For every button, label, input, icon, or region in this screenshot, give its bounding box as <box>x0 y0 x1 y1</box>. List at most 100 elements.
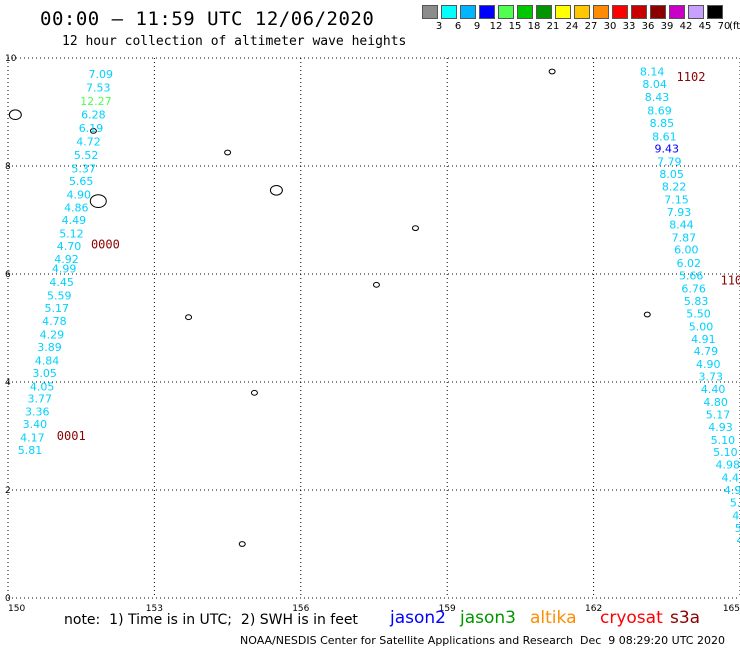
swh-data-point: 5.37 <box>71 163 96 176</box>
color-scale-label: 27 <box>584 21 598 32</box>
swh-data-point: 4.05 <box>30 380 55 393</box>
satellite-cryosat: cryosat <box>600 608 663 628</box>
swh-data-point: 4.90 <box>67 189 92 202</box>
swh-data-point: 4.86 <box>64 202 89 215</box>
satellite-altika: altika <box>530 608 577 628</box>
y-tick-label: 0 <box>5 594 11 604</box>
satellite-s3a: s3a <box>670 608 701 628</box>
swh-data-point: 8.14 <box>640 66 665 79</box>
color-scale-label: 6 <box>454 21 462 32</box>
color-swatch <box>536 5 552 19</box>
color-scale-label: 45 <box>698 21 712 32</box>
x-tick-label: 162 <box>585 604 602 614</box>
swh-data-point: 7.53 <box>86 82 111 95</box>
swh-data-point: 5.10 <box>711 434 736 447</box>
swh-data-point: 5.12 <box>59 228 84 241</box>
swh-data-point: 4.80 <box>703 396 728 409</box>
island-outline <box>411 225 419 232</box>
x-tick-label: 156 <box>292 604 309 614</box>
color-scale-label: 30 <box>603 21 617 32</box>
swh-data-point: 8.04 <box>642 78 667 91</box>
swh-data-point: 3.77 <box>27 393 52 406</box>
color-scale-label: 42 <box>679 21 693 32</box>
swh-data-point: 5.00 <box>689 320 714 333</box>
color-swatch <box>593 5 609 19</box>
color-swatch <box>422 5 438 19</box>
swh-data-point: 7.09 <box>88 68 113 81</box>
swh-data-point: 5.52 <box>74 149 99 162</box>
swh-data-point: 6.00 <box>674 244 699 257</box>
track-time-label: 1103 <box>720 273 740 287</box>
color-scale-label: 70 <box>717 21 731 32</box>
color-swatch <box>631 5 647 19</box>
swh-data-point: 3.73 <box>698 371 723 384</box>
track-time-label: 0000 <box>91 237 120 251</box>
swh-data-point: 8.43 <box>645 91 670 104</box>
color-scale-label: 12 <box>489 21 503 32</box>
y-tick-label: 8 <box>5 162 11 172</box>
color-swatch <box>650 5 666 19</box>
x-tick-label: 159 <box>439 604 456 614</box>
island-outline <box>372 281 380 288</box>
swh-data-point: 3.89 <box>37 341 62 354</box>
swh-data-point: 4.72 <box>76 136 101 149</box>
island-outline <box>250 389 258 396</box>
satellite-jason2: jason2 <box>390 608 446 628</box>
x-tick-label: 150 <box>8 604 25 614</box>
color-swatch <box>441 5 457 19</box>
y-tick-label: 4 <box>5 378 11 388</box>
swh-data-point: 6.02 <box>677 257 702 270</box>
swh-data-point: 6.19 <box>79 122 104 135</box>
color-scale-label: 15 <box>508 21 522 32</box>
y-tick-label: 10 <box>5 54 17 64</box>
swh-data-point: 6.76 <box>681 283 706 296</box>
swh-data-point: 4.45 <box>49 276 74 289</box>
swh-data-point: 7.79 <box>657 156 682 169</box>
swh-data-point: 5.10 <box>713 446 738 459</box>
swh-data-point: 4.49 <box>62 214 87 227</box>
swh-data-point: 4.70 <box>57 240 82 253</box>
swh-data-point: 5.66 <box>679 270 704 283</box>
swh-data-point: 4.84 <box>35 354 60 367</box>
swh-data-point: 5.17 <box>706 408 731 421</box>
page-subtitle: 12 hour collection of altimeter wave hei… <box>62 34 407 49</box>
credit-text: NOAA/NESDIS Center for Satellite Applica… <box>240 634 574 647</box>
swh-data-point: 7.15 <box>664 193 689 206</box>
swh-data-point: 4 <box>737 534 740 547</box>
swh-data-point: 3.36 <box>25 406 50 419</box>
swh-data-point: 8.22 <box>662 181 687 194</box>
swh-data-point: 5. <box>730 496 740 509</box>
swh-data-point: 4.78 <box>42 315 67 328</box>
color-scale-label: 18 <box>527 21 541 32</box>
island-outline <box>8 109 22 120</box>
color-swatch <box>574 5 590 19</box>
color-scale-label: 9 <box>473 21 481 32</box>
swh-data-point: 3.40 <box>23 418 48 431</box>
swh-data-point: 4.79 <box>694 345 719 358</box>
swh-data-point: 4.17 <box>20 432 45 445</box>
y-tick-label: 6 <box>5 270 11 280</box>
x-tick-label: 153 <box>146 604 163 614</box>
swh-data-point: 4.93 <box>708 421 733 434</box>
color-swatch <box>555 5 571 19</box>
swh-data-point: 8.85 <box>650 117 675 130</box>
island-outline <box>89 194 107 209</box>
swh-data-point: 5.81 <box>18 444 43 457</box>
island-outline <box>185 314 193 321</box>
color-swatch <box>688 5 704 19</box>
page-title: 00:00 — 11:59 UTC 12/06/2020 <box>40 8 375 30</box>
swh-data-point: 6.28 <box>81 109 106 122</box>
swh-data-point: 5.50 <box>686 307 711 320</box>
swh-data-point: 4.90 <box>696 358 721 371</box>
swh-data-point: 3.05 <box>32 367 57 380</box>
swh-data-point: 5.83 <box>684 295 709 308</box>
color-scale-label: 3 <box>435 21 443 32</box>
color-swatch <box>479 5 495 19</box>
swh-data-point: 12.27 <box>80 95 112 108</box>
island-outline <box>269 185 283 196</box>
color-scale-label: 33 <box>622 21 636 32</box>
swh-data-point: 5. <box>735 522 740 535</box>
swh-data-point: 5.65 <box>69 175 94 188</box>
track-time-label: 0001 <box>57 429 86 443</box>
